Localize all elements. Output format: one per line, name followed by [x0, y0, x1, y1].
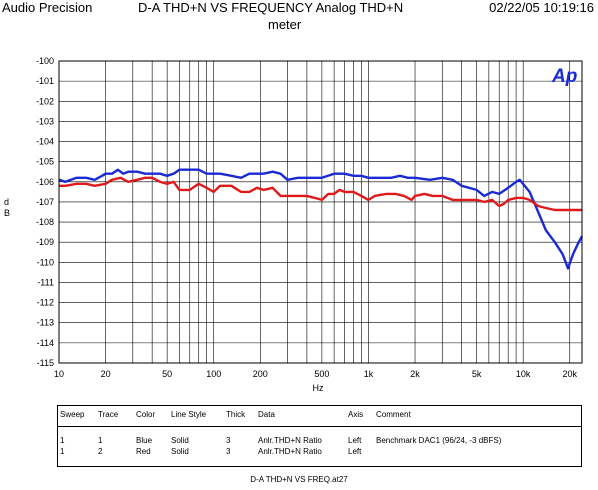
legend-header: Data — [258, 410, 275, 419]
x-tick-label: 50 — [162, 369, 172, 379]
y-tick-label: -109 — [36, 237, 54, 247]
legend-cell: Left — [348, 447, 362, 456]
legend-cell: Anlr.THD+N Ratio — [258, 436, 322, 445]
legend-header: Trace — [98, 410, 119, 419]
legend-cell: Red — [136, 447, 151, 456]
y-tick-label: -100 — [36, 56, 54, 66]
chart-title: D-A THD+N VS FREQUENCY Analog THD+N — [138, 0, 404, 15]
legend-cell: 1 — [60, 447, 65, 456]
legend-cell: Anlr.THD+N Ratio — [258, 447, 322, 456]
legend-cell: 3 — [226, 436, 231, 445]
y-tick-label: -110 — [37, 257, 54, 267]
series-layer — [58, 168, 584, 270]
y-tick-label: -105 — [36, 157, 54, 167]
y-tick-label: -112 — [37, 298, 54, 308]
legend-header: Line Style — [171, 410, 207, 419]
plot-frame — [58, 60, 583, 364]
legend-header: Color — [136, 410, 156, 419]
x-tick-label: 200 — [253, 369, 268, 379]
legend-row: 1 2 Red Solid 3 Anlr.THD+N Ratio Left — [58, 447, 581, 458]
legend-divider — [58, 426, 581, 427]
legend-cell: Blue — [136, 436, 153, 445]
x-tick-label: 10k — [516, 369, 531, 379]
x-tick-label: 20k — [562, 369, 577, 379]
y-tick-label: -108 — [36, 217, 54, 227]
x-tick-label: 20 — [101, 369, 111, 379]
grid-lines — [59, 61, 582, 363]
y-tick-label: -115 — [37, 358, 54, 368]
chart-title-line2: meter — [268, 17, 302, 32]
y-tick-label: -106 — [36, 177, 54, 187]
legend-cell: 3 — [226, 447, 231, 456]
series-line-1 — [58, 168, 584, 270]
x-tick-labels: 10 20 50 100 200 500 1k 2k 5k 10k 20k — [54, 369, 578, 379]
legend-cell: Benchmark DAC1 (96/24, -3 dBFS) — [376, 436, 502, 445]
y-tick-label: -104 — [36, 137, 54, 147]
y-tick-label: -101 — [36, 76, 54, 86]
legend-header: Thick — [226, 410, 246, 419]
x-tick-label: 500 — [314, 369, 329, 379]
legend-cell: 1 — [98, 436, 103, 445]
x-tick-label: 2k — [410, 369, 420, 379]
legend-header: Sweep — [60, 410, 85, 419]
y-tick-label: -103 — [36, 116, 54, 126]
legend-header: Comment — [376, 410, 411, 419]
legend-cell: Solid — [171, 447, 189, 456]
brand-text: Audio Precision — [2, 0, 93, 15]
x-tick-label: 10 — [54, 369, 64, 379]
y-tick-label: -102 — [36, 96, 54, 106]
legend-cell: Solid — [171, 436, 189, 445]
x-axis-label: Hz — [313, 383, 324, 393]
legend-row: 1 1 Blue Solid 3 Anlr.THD+N Ratio Left B… — [58, 436, 581, 447]
legend-header: Axis — [348, 410, 364, 419]
timestamp: 02/22/05 10:19:16 — [489, 0, 594, 15]
x-tick-label: 100 — [206, 369, 221, 379]
y-axis-label-b: B — [4, 208, 10, 218]
legend-header-row: Sweep Trace Color Line Style Thick Data … — [58, 410, 581, 421]
y-axis-label-d: d — [4, 197, 9, 207]
legend-table: Sweep Trace Color Line Style Thick Data … — [57, 405, 582, 467]
y-tick-label: -113 — [37, 318, 54, 328]
x-tick-label: 1k — [364, 369, 374, 379]
x-tick-label: 5k — [472, 369, 482, 379]
y-tick-label: -107 — [36, 197, 54, 207]
legend-cell: Left — [348, 436, 362, 445]
thd-chart: -100 -101 -102 -103 -104 -105 -106 -107 -108 -109… — [4, 56, 584, 393]
ap-logo: Ap — [551, 66, 577, 87]
y-tick-labels: -100 -101 -102 -103 -104 -105 -106 -107 -108 -109… — [36, 56, 54, 368]
series-line-2 — [59, 176, 582, 212]
legend-cell: 1 — [60, 436, 65, 445]
y-tick-label: -114 — [37, 338, 54, 348]
footer-filename: D-A THD+N VS FREQ.at27 — [250, 475, 348, 484]
y-tick-label: -111 — [37, 277, 54, 287]
legend-cell: 2 — [98, 447, 103, 456]
